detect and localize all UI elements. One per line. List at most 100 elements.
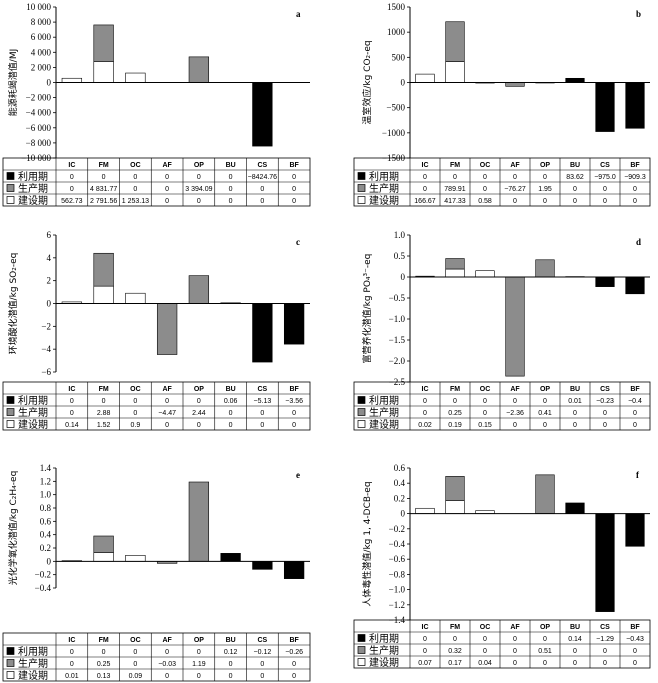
y-tick-label: 500 bbox=[392, 52, 406, 62]
data-label: −909.3 bbox=[624, 174, 646, 181]
y-tick-label: 2 bbox=[47, 276, 52, 286]
category-label: CS bbox=[600, 386, 610, 393]
legend-swatch bbox=[357, 646, 366, 654]
y-tick-label: 6 000 bbox=[31, 32, 52, 42]
data-label: 0 bbox=[292, 174, 296, 181]
data-label: 0 bbox=[633, 410, 637, 417]
y-tick-label: 0 bbox=[401, 509, 406, 519]
legend-swatch bbox=[6, 196, 15, 204]
y-tick-label: −6 000 bbox=[26, 123, 52, 133]
legend-label: 利用期 bbox=[18, 646, 48, 658]
data-label: 0 bbox=[260, 673, 264, 680]
data-label: 0 bbox=[165, 649, 169, 656]
data-label: −0.23 bbox=[596, 398, 614, 405]
data-label: 0 bbox=[70, 174, 74, 181]
data-label: −1.29 bbox=[596, 636, 614, 643]
category-label: CS bbox=[258, 637, 268, 644]
bar-BF-use bbox=[283, 561, 305, 579]
category-label: AF bbox=[162, 162, 172, 169]
data-label: 0 bbox=[165, 673, 169, 680]
category-label: OP bbox=[540, 386, 550, 393]
y-tick-label: 0 bbox=[401, 272, 406, 282]
data-label: 0 bbox=[197, 649, 201, 656]
data-label: 0 bbox=[165, 174, 169, 181]
data-table: IC FM OC AF OP BU CS BF 利用期 0 0 0 0 0 0 −8424.76 0 生产期 0 4 … bbox=[2, 157, 311, 207]
y-tick-label: 1.4 bbox=[40, 463, 52, 473]
panel-label: b bbox=[636, 9, 641, 19]
legend-swatch bbox=[357, 196, 366, 204]
data-label: 0 bbox=[229, 174, 233, 181]
data-label: 0 bbox=[483, 410, 487, 417]
data-label: 0.14 bbox=[568, 636, 582, 643]
category-label: IC bbox=[422, 386, 429, 393]
bar-FM-build bbox=[93, 61, 114, 83]
legend-swatch bbox=[357, 634, 366, 642]
bar-BF-use bbox=[283, 303, 305, 345]
legend-swatch bbox=[6, 172, 15, 180]
y-tick-label: 1.2 bbox=[40, 476, 51, 486]
y-tick-label: −1.5 bbox=[389, 335, 406, 345]
y-tick-label: 10 000 bbox=[26, 2, 51, 12]
bar-FM-build bbox=[93, 552, 114, 562]
category-label: IC bbox=[422, 624, 429, 631]
legend-label: 生产期 bbox=[369, 182, 399, 195]
data-label: 0 bbox=[133, 661, 137, 668]
data-label: 0 bbox=[292, 673, 296, 680]
category-label: OC bbox=[480, 624, 491, 631]
bar-CS-use bbox=[252, 561, 273, 570]
category-label: FM bbox=[99, 637, 109, 644]
legend-label: 利用期 bbox=[369, 395, 399, 407]
legend-label: 建设期 bbox=[18, 669, 48, 682]
y-tick-label: −4 000 bbox=[26, 108, 52, 118]
bar-IC-build bbox=[61, 77, 83, 83]
bar-AF-prod bbox=[505, 276, 525, 377]
bar-FM-build bbox=[93, 285, 114, 304]
data-label: 0 bbox=[70, 410, 74, 417]
data-table: IC FM OC AF OP BU CS BF 利用期 0 0 0 0 0 83.62 −975.0 −909.… bbox=[353, 157, 651, 207]
data-label: 0 bbox=[133, 649, 137, 656]
panel-label: e bbox=[296, 470, 300, 480]
category-label: BU bbox=[570, 624, 580, 631]
data-label: −0.03 bbox=[158, 661, 176, 668]
data-label: 0 bbox=[633, 422, 637, 429]
data-label: 0 bbox=[573, 186, 577, 193]
data-label: −5.13 bbox=[254, 398, 272, 405]
data-label: 0.14 bbox=[65, 422, 79, 429]
data-label: 0 bbox=[543, 198, 547, 205]
chart-panel-f: 0.60.40.20−0.2−0.4−0.6−0.8−1.0−1.2−1.4人体… bbox=[353, 463, 651, 669]
data-label: 0 bbox=[633, 186, 637, 193]
data-label: 0.13 bbox=[97, 673, 111, 680]
bar-FM-prod bbox=[93, 535, 114, 553]
bar-FM-prod bbox=[93, 252, 114, 287]
y-tick-label: 0.4 bbox=[40, 530, 52, 540]
bar-BU-use bbox=[220, 553, 241, 562]
data-label: 0 bbox=[513, 422, 517, 429]
legend-label: 建设期 bbox=[18, 418, 48, 431]
data-label: 0 bbox=[292, 186, 296, 193]
legend-swatch bbox=[6, 408, 15, 416]
chart-panel-e: 1.4 1.2 1.0 0.8 0.6 0.4 0.2 0 −0.2 −0.4 光化学氧化潜值/kg… bbox=[2, 463, 311, 682]
bar-OC-build bbox=[125, 555, 146, 562]
data-label: −2.36 bbox=[506, 410, 524, 417]
data-label: 0 bbox=[423, 648, 427, 655]
bar-BF-use bbox=[625, 276, 645, 295]
data-label: 0 bbox=[483, 398, 487, 405]
data-label: 0 bbox=[423, 186, 427, 193]
data-label: 83.62 bbox=[566, 174, 584, 181]
data-label: 0.09 bbox=[129, 673, 143, 680]
category-label: AF bbox=[162, 637, 172, 644]
data-label: 0.19 bbox=[448, 422, 462, 429]
legend-label: 建设期 bbox=[369, 418, 399, 431]
category-label: CS bbox=[600, 624, 610, 631]
legend-swatch bbox=[357, 184, 366, 192]
category-label: BF bbox=[289, 637, 299, 644]
legend-swatch bbox=[6, 671, 15, 679]
y-tick-label: 6 bbox=[47, 230, 52, 240]
data-label: 1 253.13 bbox=[122, 198, 149, 205]
data-label: 0 bbox=[102, 649, 106, 656]
y-tick-label: 4 000 bbox=[31, 47, 52, 57]
data-label: 0.32 bbox=[448, 648, 462, 655]
category-label: FM bbox=[450, 624, 460, 631]
data-table: IC FM OC AF OP BU CS BF 利用期 0 0 0 0 0 0.14 −1.29 −0.43 生产… bbox=[353, 619, 651, 669]
